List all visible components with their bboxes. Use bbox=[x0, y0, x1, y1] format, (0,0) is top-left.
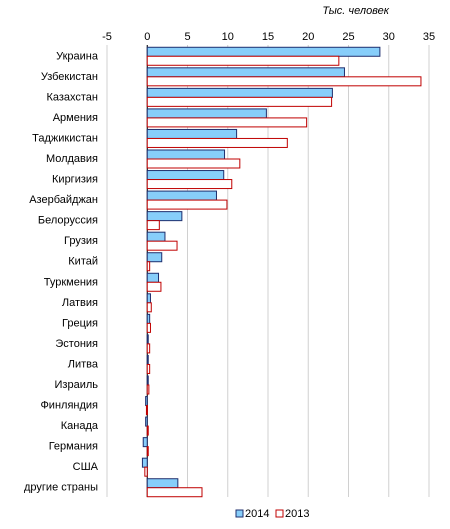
x-tick-label: -5 bbox=[102, 31, 112, 43]
bar-2013 bbox=[145, 405, 148, 416]
bar-2013 bbox=[146, 261, 151, 272]
x-tick-label: 10 bbox=[222, 31, 234, 43]
bar-2014 bbox=[146, 293, 151, 304]
category-label: Молдавия bbox=[46, 153, 98, 165]
bar-2013 bbox=[146, 199, 228, 210]
bar-2014 bbox=[146, 67, 345, 78]
bar-2013 bbox=[146, 446, 149, 457]
bar-2013 bbox=[146, 322, 151, 333]
bar-2014 bbox=[142, 437, 148, 448]
x-tick-label: 5 bbox=[184, 31, 190, 43]
bar-2013 bbox=[146, 281, 162, 292]
bar-2014 bbox=[146, 354, 149, 365]
legend-swatch-2014 bbox=[235, 509, 244, 518]
category-label: Узбекистан bbox=[41, 71, 98, 83]
bar-2013 bbox=[146, 137, 288, 148]
category-label: Белоруссия bbox=[38, 215, 98, 227]
bar-2014 bbox=[146, 128, 238, 139]
category-label: другие страны bbox=[24, 482, 98, 494]
legend: 2014 2013 bbox=[235, 508, 309, 520]
bar-2014 bbox=[146, 272, 160, 283]
x-tick-labels: -5 0 5 10 15 20 25 30 35 bbox=[102, 31, 435, 43]
category-label: Латвия bbox=[62, 297, 98, 309]
category-label: Канада bbox=[61, 420, 99, 432]
category-label: Финляндия bbox=[40, 400, 98, 412]
bar-2013 bbox=[146, 55, 340, 66]
category-label: Туркмения bbox=[44, 276, 98, 288]
bar-2013 bbox=[146, 240, 178, 251]
bar-2013 bbox=[146, 384, 150, 395]
category-label: Греция bbox=[62, 317, 98, 329]
category-labels: Украина Узбекистан Казахстан Армения Таджики… bbox=[24, 50, 99, 493]
bar-2013 bbox=[146, 158, 241, 169]
category-label: Германия bbox=[49, 441, 98, 453]
category-label: Таджикистан bbox=[32, 132, 98, 144]
category-label: Казахстан bbox=[46, 91, 98, 103]
category-label: Эстония bbox=[55, 338, 98, 350]
category-label: Армения bbox=[53, 112, 98, 124]
bar-2014 bbox=[146, 211, 183, 222]
category-label: Украина bbox=[56, 50, 99, 62]
bar-2013 bbox=[146, 96, 333, 107]
bar-2014 bbox=[146, 190, 217, 201]
legend-label-2014: 2014 bbox=[245, 508, 269, 520]
bar-2014 bbox=[146, 170, 225, 181]
bar-2014 bbox=[146, 149, 226, 160]
bar-2013 bbox=[146, 117, 308, 128]
bar-2013 bbox=[146, 76, 422, 87]
bars bbox=[141, 46, 422, 498]
bar-2013 bbox=[146, 220, 160, 231]
category-label: Китай bbox=[68, 256, 98, 268]
bar-2013 bbox=[146, 302, 152, 313]
x-tick-label: 30 bbox=[383, 31, 395, 43]
bar-2013 bbox=[146, 363, 151, 374]
category-label: Израиль bbox=[55, 379, 99, 391]
bar-2014 bbox=[145, 396, 148, 407]
bar-2014 bbox=[146, 478, 179, 489]
bar-2013 bbox=[144, 466, 148, 477]
bar-2014 bbox=[141, 457, 148, 468]
bar-2014 bbox=[145, 416, 148, 427]
unit-label: Тыс. человек bbox=[322, 5, 389, 17]
bar-2014 bbox=[146, 375, 149, 386]
bar-2013 bbox=[146, 343, 151, 354]
bar-2014 bbox=[146, 46, 381, 57]
x-tick-label: 0 bbox=[144, 31, 150, 43]
category-label: Киргизия bbox=[52, 174, 98, 186]
bar-2014 bbox=[146, 313, 151, 324]
x-tick-label: 15 bbox=[262, 31, 274, 43]
category-label: Литва bbox=[68, 358, 99, 370]
category-label: Азербайджан bbox=[29, 194, 98, 206]
bar-2014 bbox=[146, 252, 163, 263]
bar-2014 bbox=[146, 231, 166, 242]
legend-label-2013: 2013 bbox=[285, 508, 309, 520]
bar-2013 bbox=[146, 179, 233, 190]
bar-2014 bbox=[146, 334, 149, 345]
bar-2013 bbox=[146, 425, 149, 436]
x-tick-label: 20 bbox=[302, 31, 314, 43]
bar-2014 bbox=[146, 87, 333, 98]
legend-swatch-2013 bbox=[275, 509, 284, 518]
bar-2014 bbox=[146, 108, 267, 119]
x-tick-label: 25 bbox=[342, 31, 354, 43]
x-tick-label: 35 bbox=[423, 31, 435, 43]
bar-2013 bbox=[146, 487, 203, 498]
category-label: США bbox=[73, 461, 99, 473]
category-label: Грузия bbox=[64, 235, 98, 247]
